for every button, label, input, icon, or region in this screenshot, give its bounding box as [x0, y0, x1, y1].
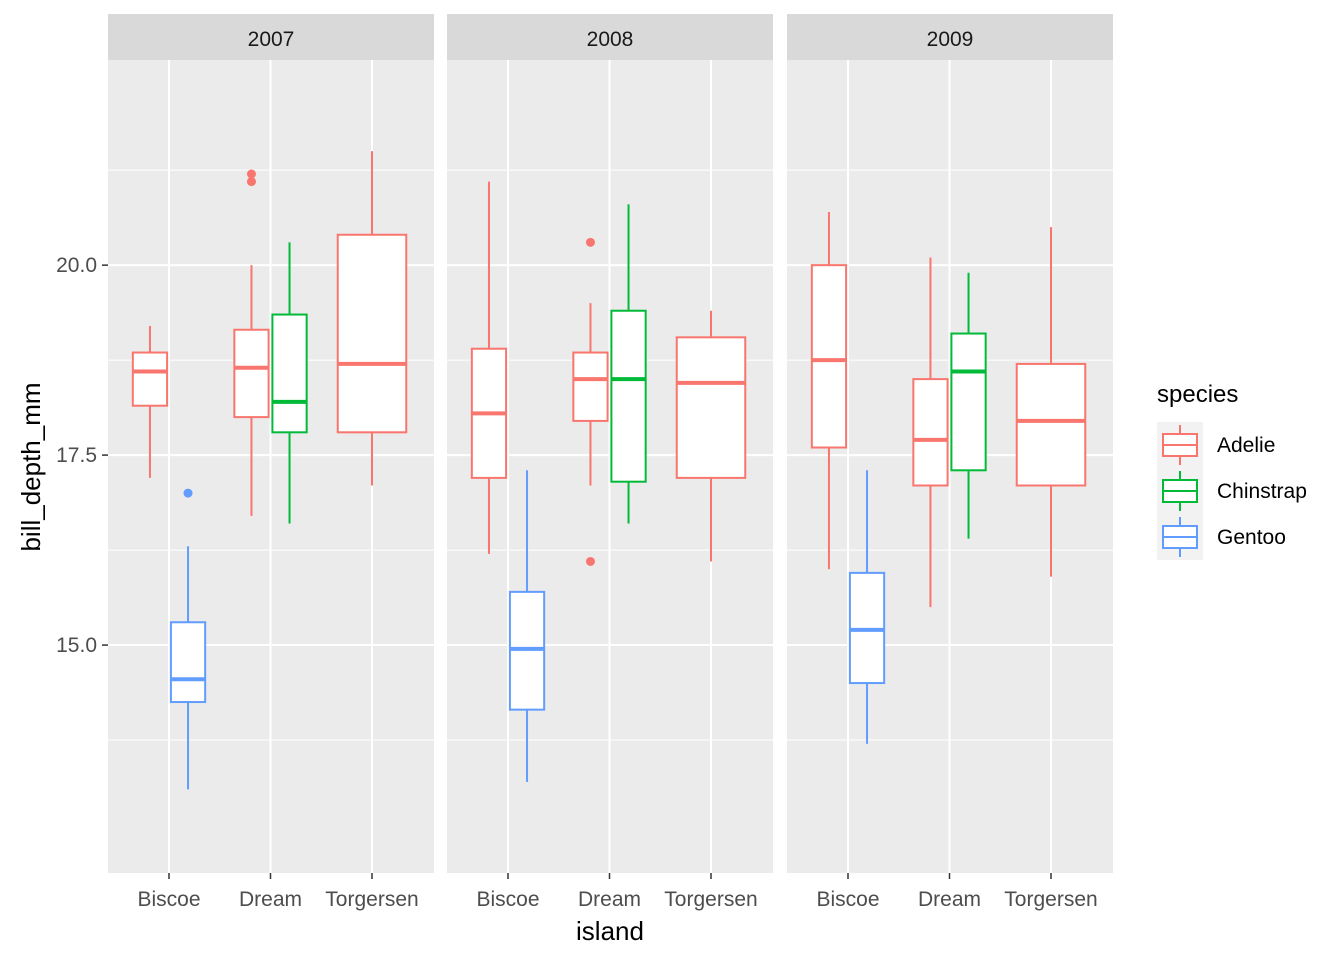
- x-tick-label: Dream: [578, 888, 641, 911]
- box-2007-biscoe-adelie: [131, 325, 169, 478]
- y-axis-title: bill_depth_mm: [16, 382, 46, 551]
- x-tick-label: Dream: [918, 888, 981, 911]
- facet-panel-2007: Biscoe Dream Torgersen 2007: [108, 14, 434, 911]
- y-axis: 15.0 17.5 20.0: [56, 254, 108, 657]
- box-2007-torgersen-adelie: [336, 151, 408, 486]
- box-2009-dream-chinstrap: [950, 272, 987, 539]
- x-axis-title: island: [576, 916, 644, 946]
- legend-item-adelie: Adelie: [1157, 422, 1275, 468]
- x-tick-label: Torgersen: [664, 888, 757, 911]
- legend-label: Gentoo: [1217, 526, 1286, 549]
- box-2007-dream-adelie: [233, 169, 270, 516]
- x-tick-label: Dream: [239, 888, 302, 911]
- facet-strip: [447, 14, 773, 60]
- legend-label: Adelie: [1217, 434, 1275, 457]
- box-iqr: [1015, 362, 1087, 487]
- legend: species Adelie Chinstrap Gentoo: [1157, 381, 1307, 560]
- outlier-point: [585, 556, 595, 566]
- box-iqr: [950, 332, 987, 472]
- axis-titles: bill_depth_mm island: [16, 382, 644, 946]
- box-2008-dream-adelie: [572, 237, 609, 566]
- box-iqr: [572, 351, 609, 422]
- outlier-point: [246, 177, 256, 187]
- box-2009-biscoe-adelie: [810, 211, 848, 570]
- x-tick-label: Biscoe: [137, 888, 200, 911]
- box-2008-dream-chinstrap: [610, 204, 647, 524]
- facet-strip-label: 2009: [927, 28, 974, 51]
- box-2007-dream-chinstrap: [271, 242, 308, 524]
- y-tick-label: 20.0: [56, 254, 97, 277]
- outlier-point: [585, 237, 595, 247]
- box-2009-torgersen-adelie: [1015, 227, 1087, 577]
- legend-item-chinstrap: Chinstrap: [1157, 468, 1307, 514]
- boxes-layer: [131, 151, 1087, 790]
- legend-label: Chinstrap: [1217, 480, 1307, 503]
- outlier-point: [246, 169, 256, 179]
- box-2008-biscoe-adelie: [470, 181, 508, 554]
- box-2007-biscoe-gentoo: [169, 488, 207, 790]
- facet-strip-label: 2007: [248, 28, 295, 51]
- facet-strip: [108, 14, 434, 60]
- y-tick-label: 15.0: [56, 634, 97, 657]
- facet-strip: [787, 14, 1113, 60]
- box-iqr: [271, 313, 308, 434]
- box-iqr: [912, 378, 949, 487]
- box-2009-biscoe-gentoo: [848, 470, 886, 744]
- box-iqr: [169, 621, 207, 704]
- legend-item-gentoo: Gentoo: [1157, 514, 1286, 560]
- box-2008-torgersen-adelie: [675, 310, 747, 562]
- box-iqr: [610, 309, 647, 483]
- x-tick-label: Torgersen: [325, 888, 418, 911]
- box-2008-biscoe-gentoo: [508, 470, 546, 782]
- box-iqr: [675, 336, 747, 479]
- y-tick-label: 17.5: [56, 444, 97, 467]
- x-tick-label: Torgersen: [1004, 888, 1097, 911]
- x-tick-label: Biscoe: [816, 888, 879, 911]
- box-iqr: [810, 264, 848, 449]
- outlier-point: [183, 488, 193, 498]
- box-iqr: [336, 233, 408, 434]
- box-2009-dream-adelie: [912, 257, 949, 608]
- facet-strip-label: 2008: [587, 28, 634, 51]
- x-tick-label: Biscoe: [476, 888, 539, 911]
- box-iqr: [131, 351, 169, 407]
- box-iqr: [233, 328, 270, 419]
- legend-title: species: [1157, 381, 1238, 408]
